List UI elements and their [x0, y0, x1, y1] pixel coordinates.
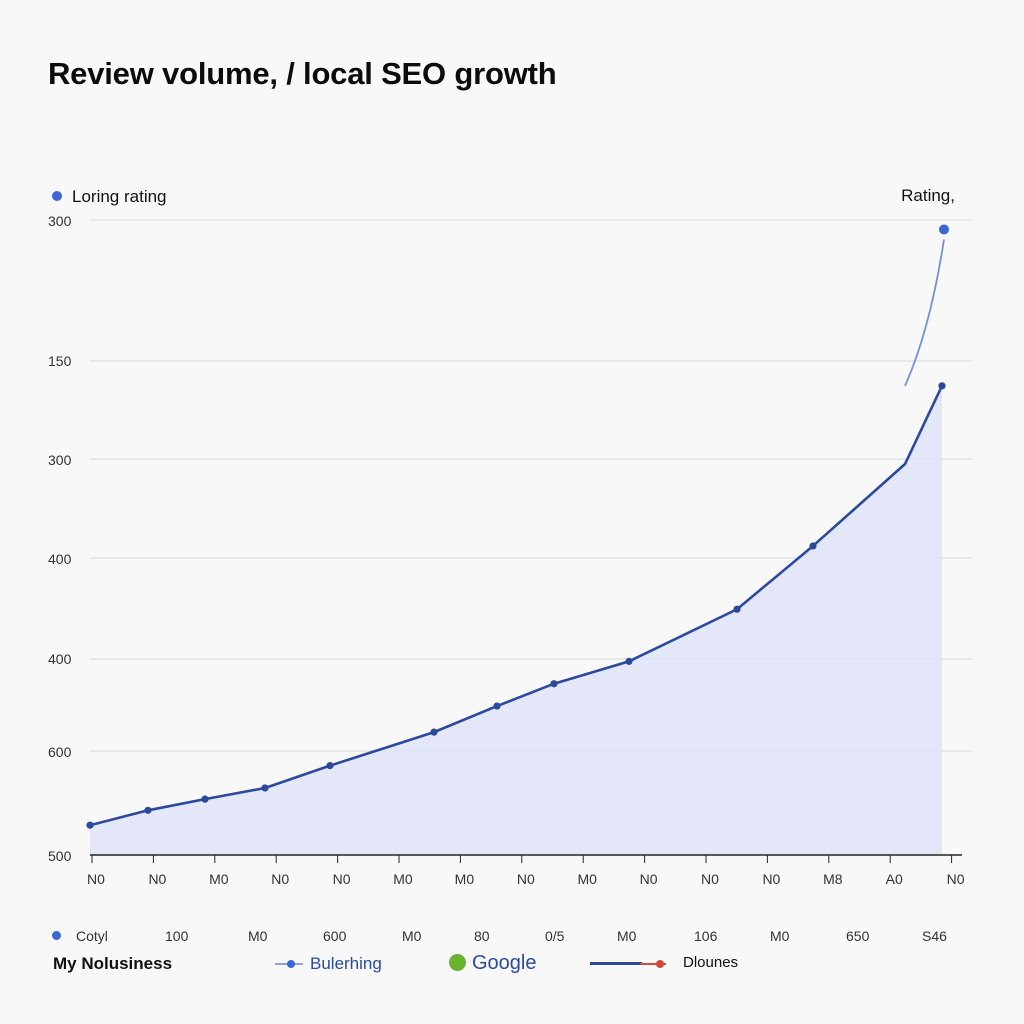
y-tick-label: 300 — [48, 213, 72, 229]
x-tick-label: M0 — [393, 871, 413, 887]
line-marker-dot-icon — [287, 960, 295, 968]
x-tick-label: N0 — [333, 871, 351, 887]
secondary-value: M0 — [248, 928, 268, 944]
secondary-value: S46 — [922, 928, 947, 944]
legend-right-label: Rating, — [901, 186, 955, 205]
data-point — [261, 784, 269, 792]
x-tick-label: M8 — [823, 871, 843, 887]
legend-dot-icon — [52, 191, 62, 201]
legend-left-label: Loring rating — [72, 187, 167, 206]
series-line-rating — [904, 239, 945, 387]
line-chart: Loring rating Rating, 300 150 300 400 400 600… — [48, 186, 972, 887]
secondary-value: 600 — [323, 928, 347, 944]
legend-item-google: Google — [472, 952, 537, 974]
chart-title: Review volume, / local SEO growth — [48, 56, 557, 91]
x-tick-label: N0 — [947, 871, 965, 887]
line-marker-red-icon — [640, 963, 666, 965]
x-tick-label: M0 — [455, 871, 475, 887]
data-point — [86, 821, 94, 829]
x-tick-label: M0 — [209, 871, 229, 887]
y-tick-label: 400 — [48, 551, 72, 567]
data-point — [625, 657, 633, 665]
y-tick-label: 400 — [48, 651, 72, 667]
x-tick-label: N0 — [271, 871, 289, 887]
google-dot-icon — [449, 954, 466, 971]
y-tick-label: 500 — [48, 848, 72, 864]
data-point — [550, 680, 558, 688]
secondary-value: M0 — [402, 928, 422, 944]
secondary-value: 80 — [474, 928, 490, 944]
data-point — [144, 806, 152, 814]
data-point — [201, 795, 209, 803]
business-name: My Nolusiness — [53, 954, 173, 973]
rating-peak-point — [939, 224, 949, 235]
y-tick-label: 150 — [48, 353, 72, 369]
footer-legend: My Nolusiness Bulerhing Google Dlounes — [0, 952, 1024, 978]
area-fill — [90, 385, 942, 855]
red-dot-icon — [656, 960, 664, 968]
secondary-label: Cotyl — [76, 928, 108, 944]
secondary-value: 0/5 — [545, 928, 565, 944]
x-tick-label: M0 — [577, 871, 597, 887]
secondary-dot-icon — [52, 931, 61, 940]
legend-item-1: Bulerhing — [310, 954, 382, 973]
x-tick-label: N0 — [640, 871, 658, 887]
y-tick-label: 600 — [48, 744, 72, 760]
secondary-row: Cotyl 100 M0 600 M0 80 0/5 M0 106 M0 650… — [0, 926, 1024, 948]
line-marker-dark-icon — [590, 962, 642, 965]
x-tick-label: N0 — [517, 871, 535, 887]
x-tick-label: N0 — [87, 871, 105, 887]
secondary-value: 106 — [694, 928, 718, 944]
data-point — [326, 762, 334, 770]
data-point — [493, 702, 501, 710]
data-point — [938, 382, 946, 390]
data-point — [809, 542, 817, 550]
x-tick-label: N0 — [762, 871, 780, 887]
data-point — [430, 728, 438, 736]
data-point — [733, 605, 741, 613]
x-tick-label: N0 — [148, 871, 166, 887]
x-tick-label: A0 — [886, 871, 903, 887]
secondary-value: 100 — [165, 928, 189, 944]
secondary-value: 650 — [846, 928, 870, 944]
secondary-value: M0 — [770, 928, 790, 944]
secondary-value: M0 — [617, 928, 637, 944]
x-tick-label: N0 — [701, 871, 719, 887]
legend-item-3: Dlounes — [683, 954, 739, 971]
y-tick-label: 300 — [48, 452, 72, 468]
